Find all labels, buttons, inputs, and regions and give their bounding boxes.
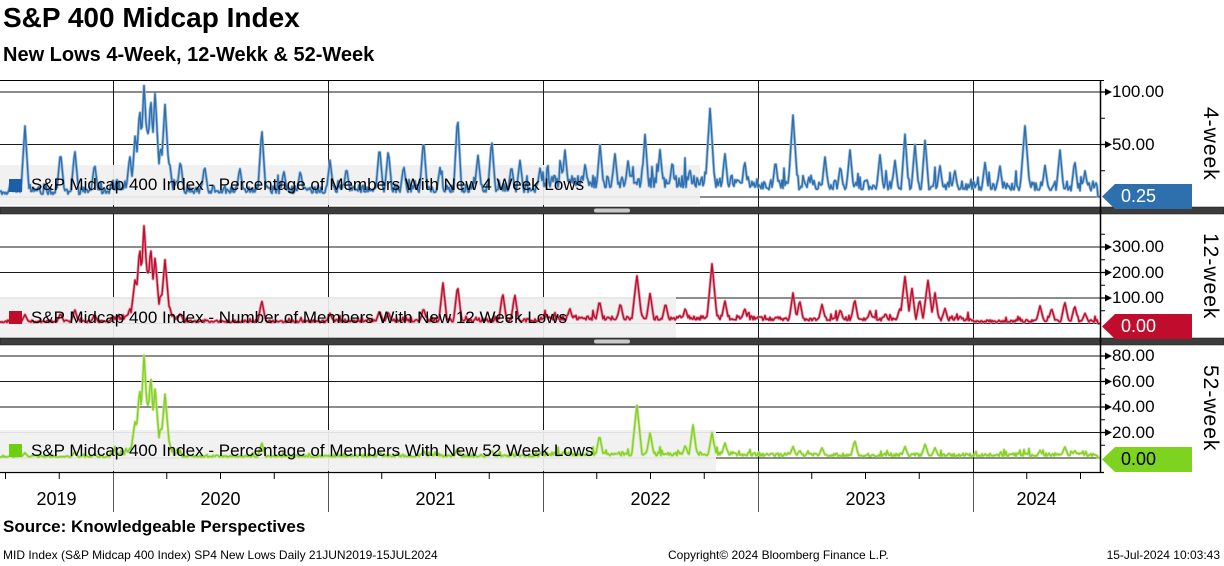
major-tick-arrow-icon [1105,88,1112,96]
footer-copyright: Copyright© 2024 Bloomberg Finance L.P. [668,548,889,562]
x-year-label: 2019 [36,489,76,509]
source-line: Source: Knowledgeable Perspectives [3,517,306,536]
major-tick-arrow-icon [1105,403,1112,411]
legend-label-12-week: S&P Midcap 400 Index - Number of Members… [31,307,568,327]
y-tick-label-12-week: 100.00 [1112,288,1164,307]
major-tick-arrow-icon [1105,429,1112,436]
y-tick-label-12-week: 200.00 [1112,262,1164,282]
major-tick-arrow-icon [1105,269,1112,276]
legend-marker-4-week-icon [9,178,22,192]
panel-axis-title-52-week: 52-week [1199,365,1222,452]
series-line-52-week[interactable] [0,354,1100,459]
footer-timestamp: 15-Jul-2024 10:03:43 [1106,548,1220,562]
last-value-badge-52-week[interactable]: 0.00 [1102,447,1192,472]
series-line-4-week[interactable] [0,85,1100,198]
footer-security-info: MID Index (S&P Midcap 400 Index) SP4 New… [3,548,438,562]
panel-axis-title-4-week: 4-week [1199,107,1222,181]
x-year-label: 2022 [630,489,670,509]
y-tick-label-4-week: 50.00 [1112,134,1155,154]
y-tick-label-52-week: 80.00 [1112,346,1155,365]
page-subtitle: New Lows 4-Week, 12-Wekk & 52-Week [3,44,375,66]
panel-separator-handle[interactable] [594,339,630,344]
legend-4-week[interactable]: S&P Midcap 400 Index - Percentage of Mem… [0,165,584,205]
major-tick-arrow-icon [1105,141,1112,148]
legend-12-week[interactable]: S&P Midcap 400 Index - Number of Members… [0,297,567,338]
legend-marker-52-week-icon [9,444,22,457]
x-year-label: 2024 [1016,489,1056,509]
major-tick-arrow-icon [1105,294,1112,302]
x-year-label: 2021 [415,489,455,509]
y-tick-label-12-week: 300.00 [1112,237,1164,256]
legend-marker-12-week-icon [9,311,22,324]
x-year-label: 2020 [200,489,240,509]
major-tick-arrow-icon [1105,243,1112,251]
last-value-badge-4-week[interactable]: 0.25 [1102,184,1192,209]
page-title: S&P 400 Midcap Index [3,2,300,33]
panel-separator-handle[interactable] [594,208,630,213]
y-tick-label-52-week: 20.00 [1112,422,1155,442]
legend-52-week[interactable]: S&P Midcap 400 Index - Percentage of Mem… [0,430,594,471]
series-line-12-week[interactable] [0,225,1100,325]
last-value-badge-12-week[interactable]: 0.00 [1102,314,1192,339]
major-tick-arrow-icon [1105,352,1112,360]
x-year-label: 2023 [845,489,885,509]
legend-label-4-week: S&P Midcap 400 Index - Percentage of Mem… [31,175,585,194]
major-tick-arrow-icon [1105,378,1112,385]
y-tick-label-52-week: 40.00 [1112,397,1155,416]
y-tick-label-4-week: 100.00 [1112,82,1164,101]
y-tick-label-52-week: 60.00 [1112,371,1155,391]
legend-label-52-week: S&P Midcap 400 Index - Percentage of Mem… [31,440,594,460]
panel-axis-title-12-week: 12-week [1199,232,1222,320]
